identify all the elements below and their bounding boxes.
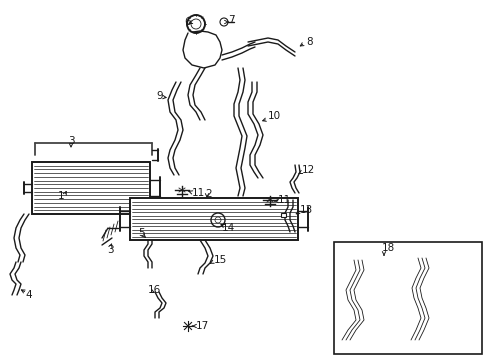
Text: 6: 6 — [183, 17, 190, 27]
Text: 13: 13 — [299, 205, 313, 215]
Bar — [333, 242, 481, 354]
Text: 11: 11 — [192, 188, 205, 198]
Text: 15: 15 — [214, 255, 227, 265]
Bar — [130, 198, 297, 240]
Text: 9: 9 — [156, 91, 163, 101]
Text: 17: 17 — [196, 321, 209, 331]
Text: 14: 14 — [222, 223, 235, 233]
Text: 10: 10 — [267, 111, 281, 121]
Bar — [281, 213, 285, 217]
Bar — [32, 162, 150, 214]
Text: 3: 3 — [68, 136, 75, 146]
Text: 5: 5 — [138, 228, 144, 238]
Text: 11: 11 — [278, 195, 291, 205]
Text: 8: 8 — [305, 37, 312, 47]
Text: 3: 3 — [107, 245, 113, 255]
Text: 4: 4 — [25, 290, 32, 300]
Text: 7: 7 — [227, 15, 234, 25]
Text: 16: 16 — [148, 285, 161, 295]
Text: 1: 1 — [58, 191, 64, 201]
Text: 2: 2 — [204, 189, 211, 199]
Text: 18: 18 — [381, 243, 394, 253]
Text: 12: 12 — [302, 165, 315, 175]
